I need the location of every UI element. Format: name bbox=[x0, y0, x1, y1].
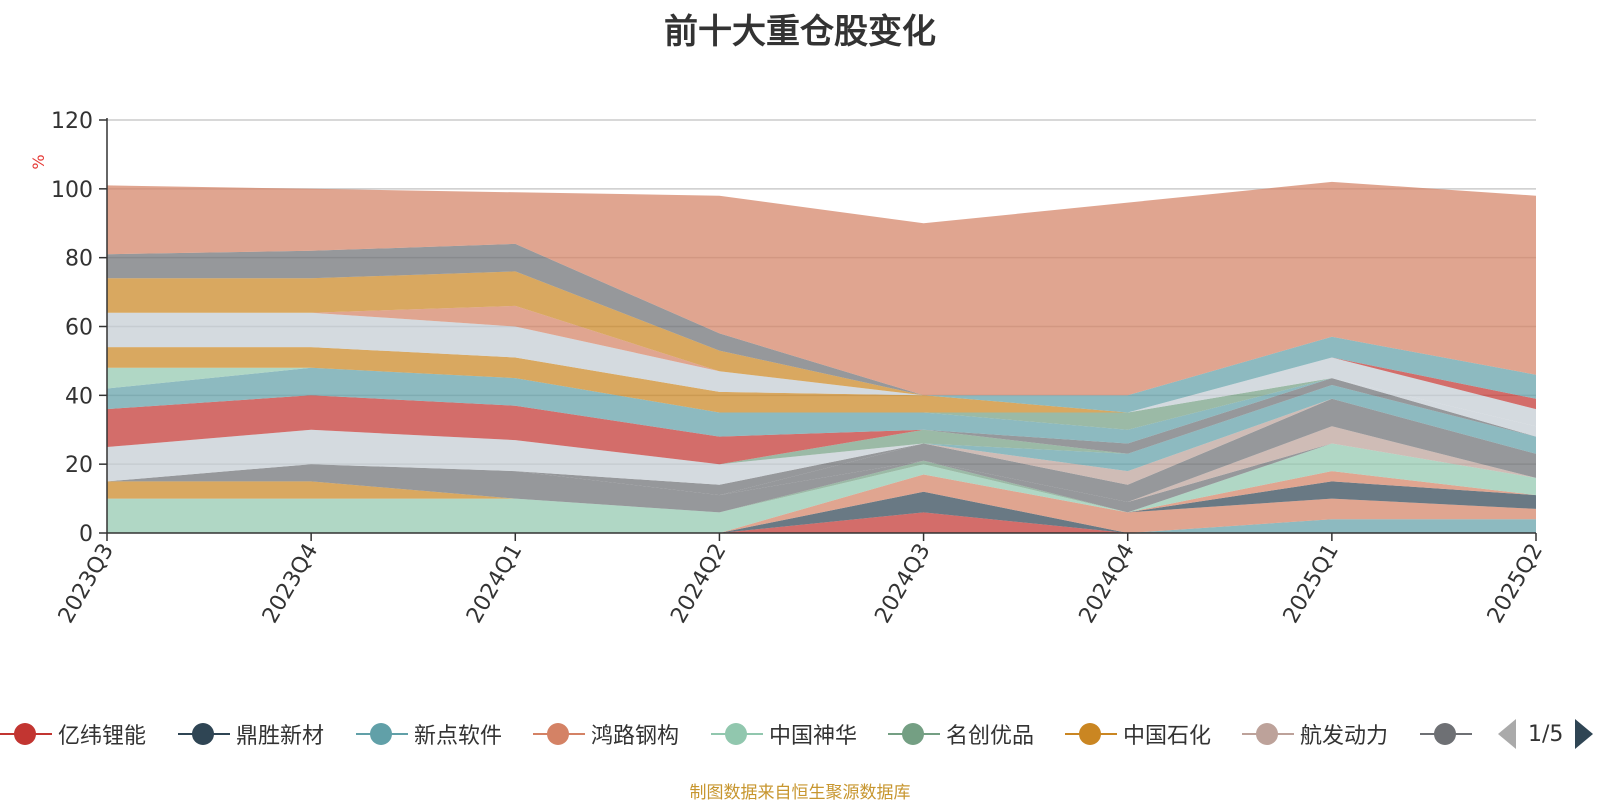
legend-pager: 1/5 bbox=[1498, 712, 1594, 756]
y-axis-unit-label: % bbox=[29, 154, 48, 169]
legend-item-8[interactable] bbox=[1420, 712, 1478, 756]
area-layer-11 bbox=[107, 426, 1536, 502]
legend-label: 新点软件 bbox=[414, 724, 503, 749]
legend-label: 鸿路钢构 bbox=[591, 724, 680, 749]
legend-marker-icon bbox=[356, 722, 408, 746]
legend-marker-icon bbox=[178, 722, 230, 746]
legend-next-page-icon[interactable] bbox=[1575, 719, 1594, 749]
source-note: 制图数据来自恒生聚源数据库 bbox=[689, 783, 911, 803]
legend-item-6[interactable]: 中国石化 bbox=[1065, 712, 1211, 756]
x-tick-label-2: 2024Q1 bbox=[462, 540, 527, 628]
y-tick-label-2: 40 bbox=[65, 384, 93, 409]
x-tick-label-5: 2024Q4 bbox=[1075, 540, 1140, 628]
x-tick-label-1: 2023Q4 bbox=[258, 540, 323, 628]
y-tick-label-4: 80 bbox=[65, 247, 93, 272]
legend-marker-icon bbox=[533, 722, 585, 746]
legend-item-7[interactable]: 航发动力 bbox=[1242, 712, 1388, 756]
chart-title: 前十大重仓股变化 bbox=[664, 12, 936, 52]
legend-item-4[interactable]: 中国神华 bbox=[711, 712, 857, 756]
legend: 亿纬锂能 鼎胜新材 新点软件 鸿路钢构 中国神华 名创优品 中国石化 航发动力 bbox=[0, 712, 1600, 756]
legend-label: 鼎胜新材 bbox=[236, 724, 325, 749]
legend-item-3[interactable]: 鸿路钢构 bbox=[533, 712, 679, 756]
x-tick-label-4: 2024Q3 bbox=[870, 540, 935, 628]
y-tick-label-0: 0 bbox=[79, 522, 93, 547]
legend-marker-icon bbox=[711, 722, 763, 746]
area-layer-5 bbox=[107, 464, 1536, 533]
area-layer-27 bbox=[107, 271, 1536, 413]
area-layer-8 bbox=[107, 443, 1536, 513]
legend-marker-icon bbox=[1065, 722, 1117, 746]
area-layer-2 bbox=[107, 491, 1536, 533]
legend-item-1[interactable]: 鼎胜新材 bbox=[178, 712, 324, 756]
area-layer-19 bbox=[107, 378, 1536, 465]
area-layer-20 bbox=[107, 367, 1536, 444]
area-layer-16 bbox=[107, 385, 1536, 485]
y-tick-label-5: 100 bbox=[51, 178, 93, 203]
legend-label: 中国石化 bbox=[1123, 724, 1212, 749]
x-tick-label-0: 2023Q3 bbox=[54, 540, 119, 628]
area-layer-31 bbox=[107, 181, 1536, 396]
area-layer-24 bbox=[107, 347, 1536, 427]
x-tick-label-6: 2025Q1 bbox=[1279, 540, 1344, 628]
area-layer-25 bbox=[107, 312, 1536, 427]
area-layer-28 bbox=[107, 243, 1536, 413]
y-tick-label-1: 20 bbox=[65, 453, 93, 478]
area-layer-6 bbox=[107, 464, 1536, 513]
area-layer-4 bbox=[107, 474, 1536, 533]
legend-item-2[interactable]: 新点软件 bbox=[356, 712, 502, 756]
area-layer-9 bbox=[107, 443, 1536, 513]
x-tick-label-3: 2024Q2 bbox=[666, 540, 731, 628]
legend-item-5[interactable]: 名创优品 bbox=[888, 712, 1034, 756]
area-layer-10 bbox=[107, 443, 1536, 513]
area-series bbox=[107, 181, 1536, 533]
legend-page-indicator: 1/5 bbox=[1528, 721, 1564, 747]
legend-marker-icon bbox=[1420, 722, 1472, 746]
x-tick-label-7: 2025Q2 bbox=[1483, 540, 1548, 628]
area-layer-17 bbox=[107, 385, 1536, 465]
legend-label: 中国神华 bbox=[769, 724, 858, 749]
legend-label: 航发动力 bbox=[1300, 724, 1389, 749]
legend-prev-page-icon[interactable] bbox=[1498, 719, 1516, 749]
legend-label: 名创优品 bbox=[946, 724, 1035, 749]
area-layer-12 bbox=[107, 398, 1536, 502]
legend-item-0[interactable]: 亿纬锂能 bbox=[0, 712, 146, 756]
legend-marker-icon bbox=[0, 722, 52, 746]
legend-marker-icon bbox=[888, 722, 940, 746]
y-tick-label-3: 60 bbox=[65, 316, 93, 341]
legend-label: 亿纬锂能 bbox=[58, 724, 147, 749]
legend-marker-icon bbox=[1242, 722, 1294, 746]
y-tick-label-6: 120 bbox=[51, 109, 93, 134]
